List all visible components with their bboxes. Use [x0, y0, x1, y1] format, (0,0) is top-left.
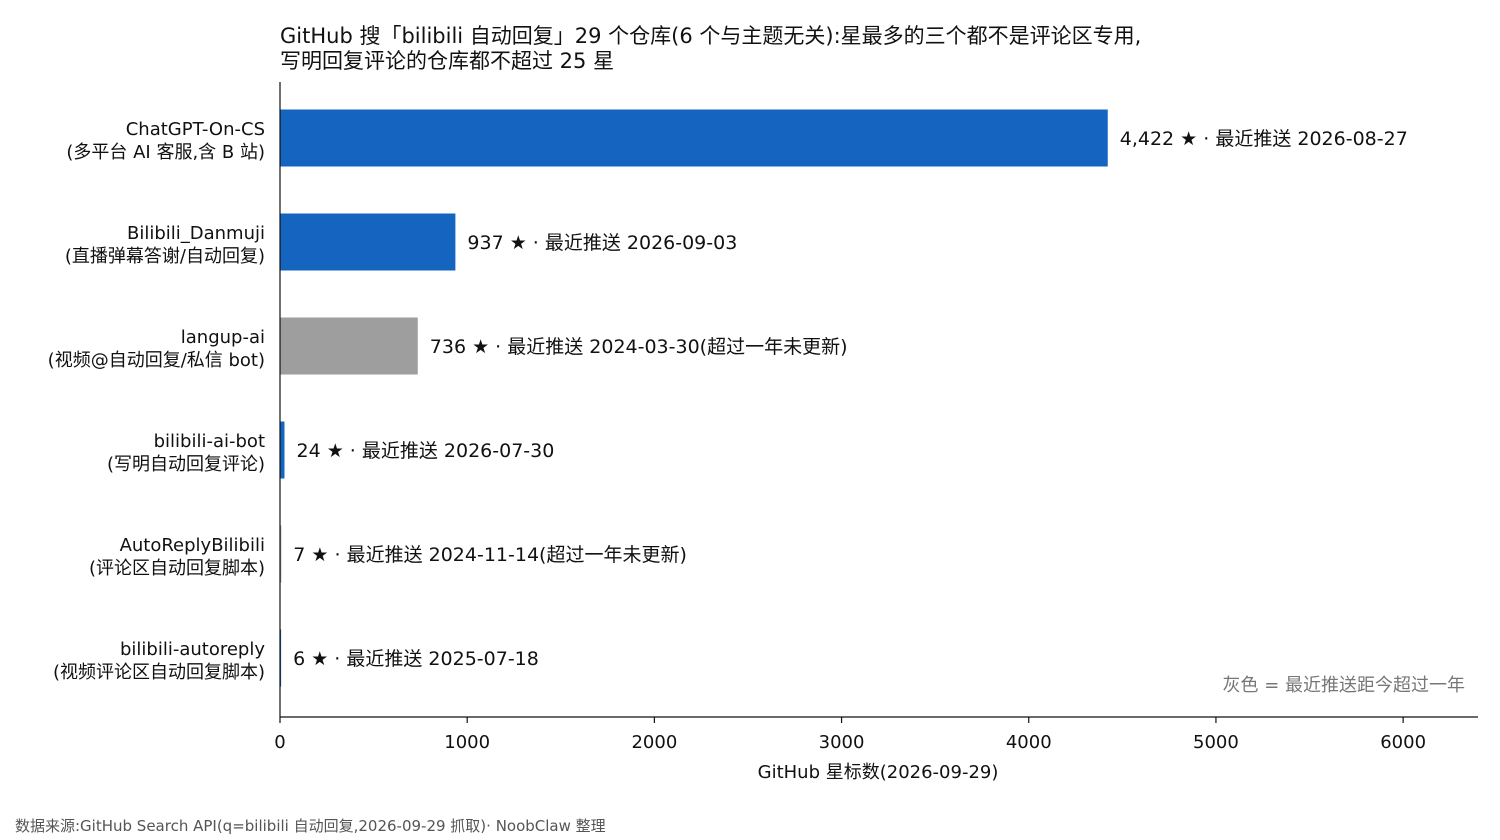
category-name-5: bilibili-autoreply [120, 639, 265, 660]
x-tick-label-3: 3000 [819, 732, 865, 753]
x-tick-label-4: 4000 [1006, 732, 1052, 753]
bar-label-1: 937 ★ · 最近推送 2026-09-03 [467, 232, 737, 254]
x-tick-label-1: 1000 [444, 732, 490, 753]
bar-1 [280, 213, 456, 271]
category-desc-2: (视频@自动回复/私信 bot) [48, 350, 265, 371]
chart-title-line-1: GitHub 搜「bilibili 自动回复」29 个仓库(6 个与主题无关):… [280, 24, 1141, 48]
bar-0 [280, 109, 1108, 167]
category-name-3: bilibili-ai-bot [154, 431, 265, 452]
category-desc-3: (写明自动回复评论) [107, 454, 265, 475]
bar-3 [280, 421, 285, 479]
category-desc-1: (直播弹幕答谢/自动回复) [65, 246, 265, 267]
bar-2 [280, 317, 418, 375]
bar-label-3: 24 ★ · 最近推送 2026-07-30 [296, 440, 554, 462]
x-tick-label-6: 6000 [1380, 732, 1426, 753]
bar-4 [280, 525, 282, 583]
source-note: 数据来源:GitHub Search API(q=bilibili 自动回复,2… [15, 817, 606, 835]
chart-title-line-2: 写明回复评论的仓库都不超过 25 星 [280, 49, 614, 73]
bar-label-4: 7 ★ · 最近推送 2024-11-14(超过一年未更新) [293, 544, 687, 566]
x-tick-label-0: 0 [274, 732, 285, 753]
category-name-1: Bilibili_Danmuji [127, 223, 265, 244]
bar-label-2: 736 ★ · 最近推送 2024-03-30(超过一年未更新) [430, 336, 848, 358]
category-desc-5: (视频评论区自动回复脚本) [53, 662, 265, 683]
x-tick-label-2: 2000 [631, 732, 677, 753]
bar-label-0: 4,422 ★ · 最近推送 2026-08-27 [1120, 128, 1408, 150]
x-axis-title: GitHub 星标数(2026-09-29) [758, 762, 999, 783]
bar-label-5: 6 ★ · 最近推送 2025-07-18 [293, 648, 539, 670]
category-desc-4: (评论区自动回复脚本) [89, 558, 265, 579]
category-desc-0: (多平台 AI 客服,含 B 站) [66, 142, 265, 163]
category-name-4: AutoReplyBilibili [120, 535, 265, 556]
category-name-2: langup-ai [181, 327, 265, 348]
legend-note: 灰色 = 最近推送距今超过一年 [1222, 675, 1465, 696]
x-tick-label-5: 5000 [1193, 732, 1239, 753]
category-name-0: ChatGPT-On-CS [126, 119, 265, 140]
